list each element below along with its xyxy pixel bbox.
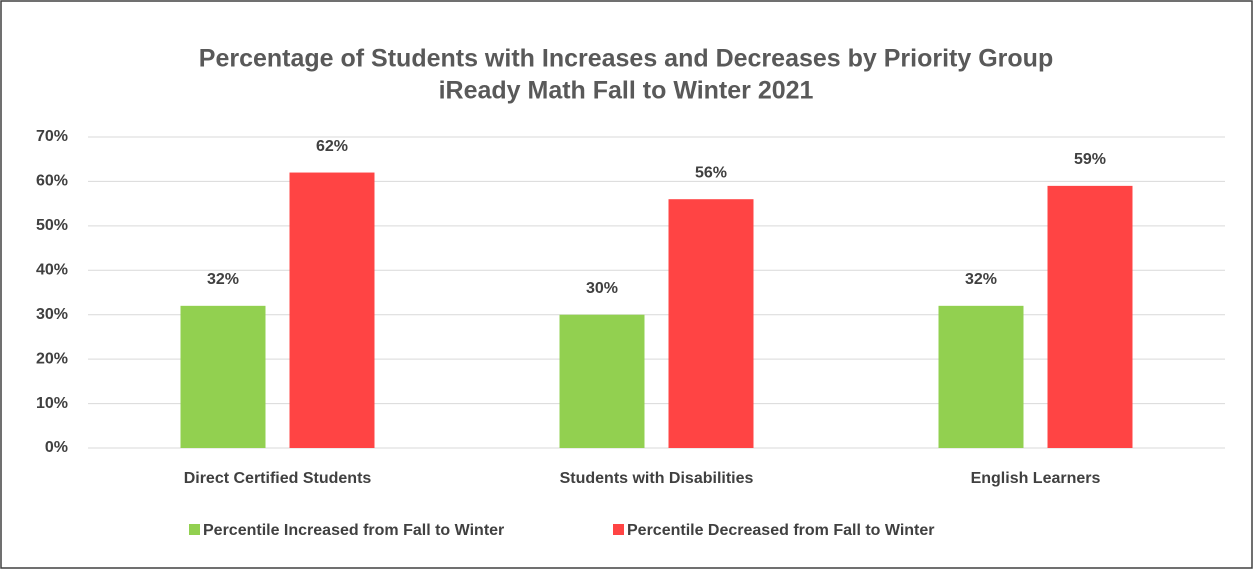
legend-label: Percentile Increased from Fall to Winter (203, 522, 504, 539)
data-label: 32% (207, 271, 239, 288)
bar (289, 172, 375, 449)
legend-label: Percentile Decreased from Fall to Winter (627, 522, 935, 539)
data-label: 62% (316, 138, 348, 155)
bar (938, 305, 1024, 448)
x-tick-label: Students with Disabilities (560, 470, 754, 487)
x-tick-label: Direct Certified Students (184, 470, 372, 487)
data-label: 30% (586, 280, 618, 297)
bar (1047, 185, 1133, 448)
y-tick-label: 60% (36, 173, 68, 190)
y-tick-label: 40% (36, 262, 68, 279)
data-label: 59% (1074, 151, 1106, 168)
legend-swatch (189, 524, 200, 535)
chart-title: Percentage of Students with Increases an… (199, 45, 1053, 73)
chart-subtitle: iReady Math Fall to Winter 2021 (439, 77, 814, 105)
y-tick-label: 50% (36, 217, 68, 234)
data-label: 32% (965, 271, 997, 288)
x-tick-label: English Learners (971, 470, 1101, 487)
bar (559, 314, 645, 448)
y-tick-label: 10% (36, 395, 68, 412)
y-tick-label: 70% (36, 128, 68, 145)
data-label: 56% (695, 164, 727, 181)
bar (180, 305, 266, 448)
y-tick-label: 0% (45, 439, 68, 456)
y-tick-label: 20% (36, 350, 68, 367)
legend-swatch (613, 524, 624, 535)
y-tick-label: 30% (36, 306, 68, 323)
bar (668, 199, 754, 448)
